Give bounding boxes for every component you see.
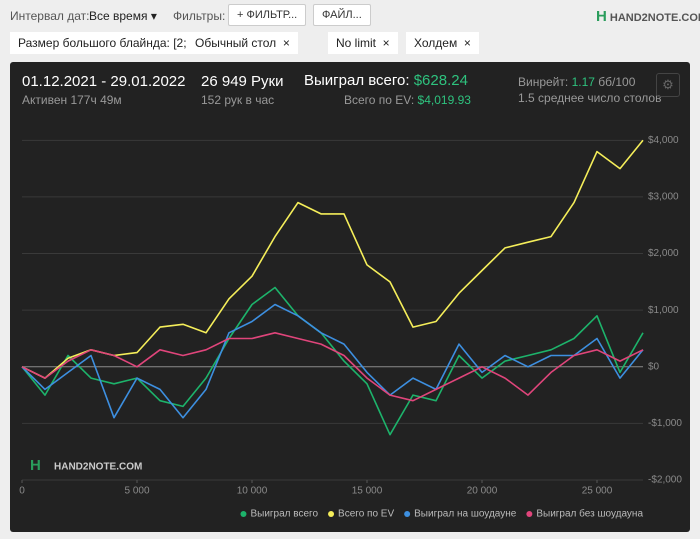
x-tick-label: 0 xyxy=(19,486,25,497)
chip[interactable]: No limit × xyxy=(328,32,398,54)
date-select[interactable]: Все время ▾ xyxy=(89,9,157,23)
settings[interactable]: ⚙ xyxy=(656,73,680,97)
y-tick-label: $4,000 xyxy=(648,135,679,146)
filters-label: Фильтры: xyxy=(173,9,226,23)
won: Выиграл всего: $628.24 xyxy=(304,72,468,89)
series-line xyxy=(21,332,644,402)
legend-label: Выиграл без шоудауна xyxy=(536,508,643,520)
y-tick-label: -$1,000 xyxy=(648,418,682,429)
file-button[interactable]: ФАЙЛ... xyxy=(313,4,371,26)
ev-value: $4,019.93 xyxy=(417,93,471,107)
watermark: HAND2NOTE.COM xyxy=(54,462,142,473)
legend-label: Выиграл всего xyxy=(250,509,318,520)
watermark-icon: H xyxy=(30,457,41,474)
chip[interactable]: Холдем × xyxy=(406,32,479,54)
winrate-label: Винрейт: xyxy=(518,75,569,89)
x-tick-label: 15 000 xyxy=(352,486,383,497)
legend-dot xyxy=(328,511,335,517)
x-tick-label: 20 000 xyxy=(467,486,498,497)
ev: Всего по EV: $4,019.93 xyxy=(344,93,471,107)
legend-label: Выиграл на шоудауне xyxy=(414,509,517,520)
chip-text: Размер большого блайнда: [2; 2] xyxy=(18,36,200,50)
series-line xyxy=(21,139,644,379)
y-tick-label: $3,000 xyxy=(648,192,679,203)
dates: 01.12.2021 - 29.01.2022 xyxy=(22,73,186,90)
won-label: Выиграл всего: xyxy=(304,72,410,89)
y-tick-label: -$2,000 xyxy=(648,475,682,486)
legend-dot xyxy=(526,511,533,517)
series-line xyxy=(21,286,644,436)
date-value: Все время xyxy=(89,9,148,23)
series-line xyxy=(21,303,644,419)
legend-label: Всего по EV xyxy=(338,509,394,520)
legend-dot xyxy=(240,511,247,517)
y-tick-label: $1,000 xyxy=(648,305,679,316)
x-tick-label: 5 000 xyxy=(124,486,149,497)
date-label: Интервал дат: xyxy=(10,9,90,23)
y-tick-label: $0 xyxy=(648,361,660,372)
tables: 1.5 среднее число столов xyxy=(518,91,662,105)
winrate: Винрейт: 1.17 бб/100 xyxy=(518,75,635,89)
winrate-unit: бб/100 xyxy=(598,75,636,89)
y-tick-label: $2,000 xyxy=(648,248,679,259)
chip-text: Обычный стол xyxy=(195,36,277,50)
chart: H HAND2NOTE.COM -$2,000 -$1,000 $0 $1,000 $2… xyxy=(19,135,682,520)
won-value: $628.24 xyxy=(413,72,468,89)
legend-dot xyxy=(404,511,411,517)
ev-label: Всего по EV: xyxy=(344,93,415,107)
chip[interactable]: Обычный стол × xyxy=(187,32,298,54)
chip-text: No limit xyxy=(336,36,377,50)
active: Активен 177ч 49м xyxy=(22,93,122,107)
rate: 152 рук в час xyxy=(201,93,275,107)
x-tick-label: 10 000 xyxy=(237,486,268,497)
hands: 26 949 Руки xyxy=(201,73,284,90)
brand-text: HAND2NOTE.COM xyxy=(609,12,700,24)
add-filter[interactable]: + ФИЛЬТР... xyxy=(228,4,307,26)
brand: H HAND2NOTE.COM xyxy=(596,8,700,25)
x-tick-label: 25 000 xyxy=(582,486,613,497)
chip-text: Холдем xyxy=(414,36,458,50)
chip[interactable]: Размер большого блайнда: [2; 2] × xyxy=(10,32,222,54)
winrate-value: 1.17 xyxy=(571,75,595,89)
add-filter-text: ФИЛЬТР... xyxy=(246,9,298,21)
